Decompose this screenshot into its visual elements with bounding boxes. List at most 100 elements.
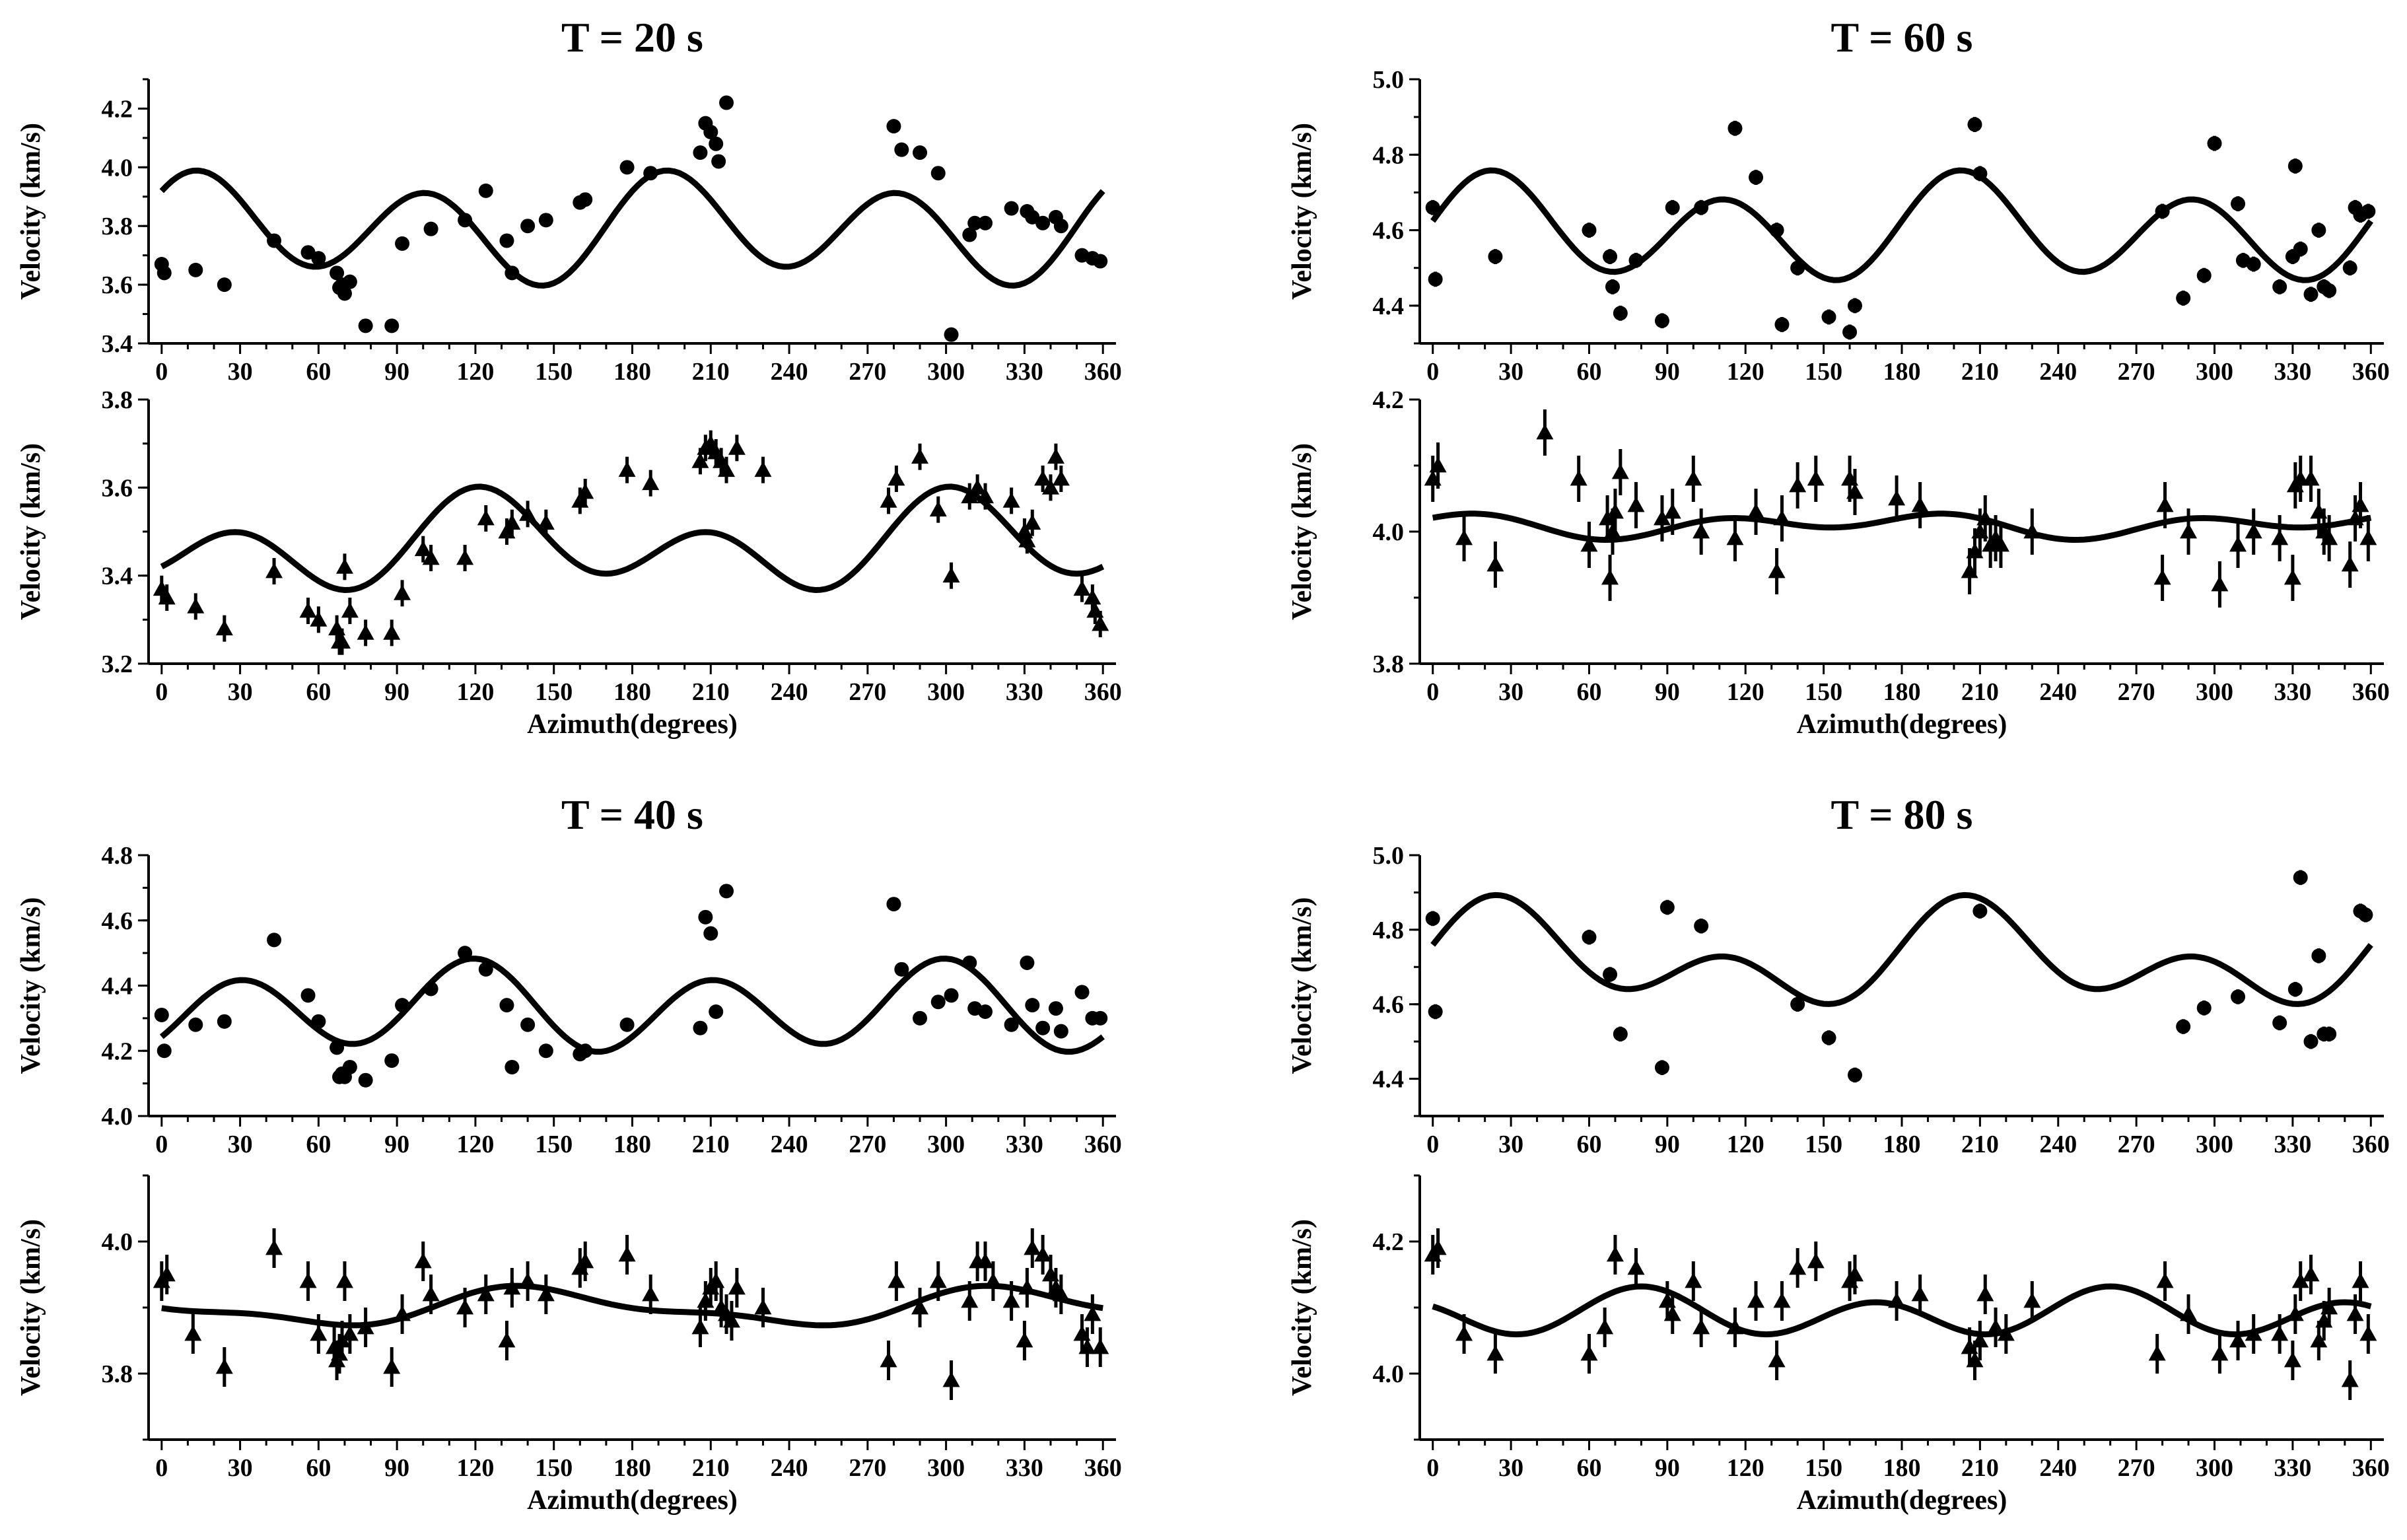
- data-point-triangle: [754, 461, 772, 477]
- data-point-circle: [1749, 170, 1764, 185]
- data-point-triangle: [414, 540, 432, 557]
- data-point-circle: [1425, 200, 1440, 215]
- data-point-circle: [1093, 1010, 1108, 1026]
- x-tick-label: 330: [2274, 1454, 2311, 1482]
- x-tick-label: 240: [771, 1454, 808, 1482]
- data-point-circle: [157, 265, 172, 281]
- x-tick-label: 90: [384, 678, 409, 706]
- data-point-circle: [1004, 1017, 1019, 1032]
- x-tick-label: 120: [1727, 1454, 1764, 1482]
- x-tick-label: 270: [849, 1454, 886, 1482]
- data-point-triangle: [1606, 1246, 1624, 1262]
- data-point-circle: [499, 233, 514, 248]
- panel-3: T = 40 s 4.0 4.2 4.4 4.6 4.8 0 30 60 90 120 150 180 2…: [16, 791, 1122, 1516]
- data-point-triangle: [519, 1273, 537, 1288]
- x-tick-label: 360: [1084, 358, 1122, 386]
- subplot-circles: 4.4 4.6 4.8 5.0 0 30 60 90 120 150 180 210 240 270 300…: [1287, 842, 2390, 1158]
- data-point-triangle: [707, 1273, 725, 1288]
- data-point-circle: [1694, 200, 1709, 215]
- data-point-triangle: [310, 1325, 328, 1341]
- x-tick-label: 90: [384, 1131, 409, 1158]
- x-tick-label: 90: [1655, 1131, 1680, 1158]
- data-point-circle: [1694, 919, 1709, 934]
- data-point-triangle: [1486, 1345, 1504, 1361]
- x-tick-label: 30: [228, 1454, 253, 1482]
- data-point-triangle: [265, 563, 283, 578]
- x-tick-label: 120: [1727, 1131, 1764, 1158]
- data-point-triangle: [2359, 530, 2377, 545]
- data-point-circle: [423, 221, 438, 236]
- data-point-triangle: [942, 567, 960, 583]
- data-point-circle: [2176, 291, 2191, 306]
- data-point-triangle: [977, 1253, 994, 1269]
- x-tick-label: 300: [927, 1454, 965, 1482]
- panel-1: T = 20 s 3.4 3.6 3.8 4.0 4.2 0 30 60 90 120 150 180 2…: [16, 14, 1122, 740]
- data-point-triangle: [498, 1332, 516, 1348]
- x-tick-label: 360: [1084, 1131, 1122, 1158]
- data-point-triangle: [1692, 523, 1710, 539]
- fit-curve: [160, 483, 1105, 594]
- data-point-circle: [1582, 223, 1597, 238]
- data-point-circle: [711, 154, 726, 169]
- data-point-circle: [505, 265, 520, 281]
- data-point-circle: [1035, 1020, 1051, 1035]
- data-point-circle: [384, 1053, 400, 1068]
- y-axis-label: Velocity (km/s): [1287, 443, 1317, 620]
- x-tick-label: 150: [1805, 358, 1842, 386]
- data-point-circle: [458, 946, 473, 961]
- x-tick-label: 360: [2352, 1454, 2390, 1482]
- data-point-triangle: [422, 1286, 440, 1302]
- x-tick-label: 300: [927, 358, 965, 386]
- x-tick-label: 30: [1498, 358, 1523, 386]
- x-tick-label: 150: [535, 1131, 573, 1158]
- x-tick-label: 270: [2118, 1131, 2155, 1158]
- data-point-triangle: [1966, 1352, 1984, 1368]
- x-tick-label: 90: [384, 358, 409, 386]
- data-point-triangle: [1726, 1319, 1744, 1335]
- data-point-triangle: [942, 1372, 960, 1387]
- x-tick-label: 90: [1655, 678, 1680, 706]
- data-point-circle: [1004, 201, 1019, 216]
- data-point-triangle: [215, 1358, 233, 1374]
- x-tick-label: 0: [1426, 678, 1439, 706]
- data-point-circle: [2272, 279, 2287, 295]
- x-tick-label: 60: [306, 358, 331, 386]
- data-point-triangle: [2346, 1306, 2364, 1321]
- data-point-triangle: [333, 633, 351, 649]
- data-point-triangle: [2341, 556, 2359, 572]
- data-point-circle: [1428, 271, 1443, 287]
- data-point-circle: [1613, 1026, 1628, 1041]
- data-point-triangle: [158, 589, 176, 605]
- data-point-circle: [1790, 260, 1805, 275]
- data-point-circle: [217, 277, 232, 293]
- y-axis-label: Velocity (km/s): [1287, 1219, 1317, 1396]
- data-point-circle: [1582, 930, 1597, 945]
- data-point-circle: [384, 318, 400, 333]
- data-point-circle: [300, 988, 316, 1003]
- data-point-circle: [1093, 254, 1108, 269]
- data-point-triangle: [1034, 470, 1052, 486]
- data-point-triangle: [215, 619, 233, 636]
- data-point-triangle: [310, 611, 328, 627]
- data-point-triangle: [1685, 470, 1702, 486]
- x-axis-label: Azimuth(degrees): [1797, 1485, 2007, 1516]
- y-tick-label: 3.2: [102, 650, 133, 678]
- data-point-triangle: [2229, 1332, 2247, 1348]
- data-point-triangle: [341, 1325, 359, 1341]
- data-point-triangle: [984, 1273, 1002, 1288]
- x-tick-label: 240: [771, 358, 808, 386]
- data-point-circle: [337, 286, 352, 301]
- x-tick-label: 60: [306, 678, 331, 706]
- data-point-triangle: [2148, 1345, 2166, 1361]
- data-point-circle: [578, 1043, 593, 1059]
- x-tick-label: 300: [2196, 358, 2233, 386]
- x-tick-label: 300: [927, 678, 965, 706]
- data-point-triangle: [2320, 1299, 2338, 1315]
- data-point-circle: [944, 327, 959, 342]
- data-point-triangle: [341, 602, 359, 618]
- data-point-triangle: [642, 1286, 660, 1302]
- data-point-circle: [2231, 196, 2246, 211]
- data-point-triangle: [1092, 615, 1109, 631]
- data-point-circle: [1048, 1001, 1063, 1016]
- data-point-triangle: [576, 483, 594, 499]
